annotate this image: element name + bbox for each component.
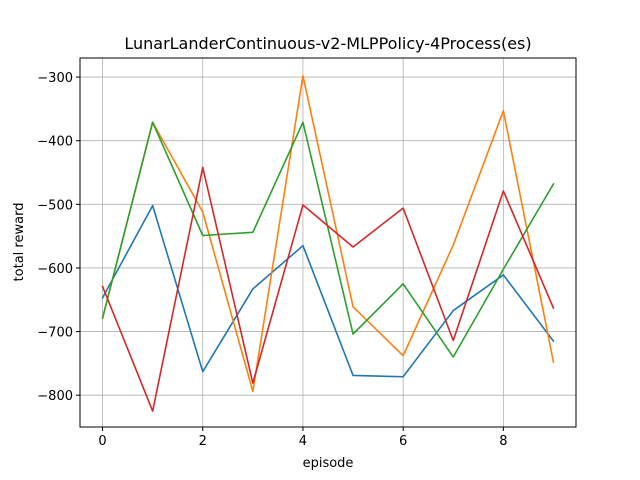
x-tick-label: 6: [399, 434, 407, 449]
grid-lines: [80, 58, 576, 427]
chart-title: LunarLanderContinuous-v2-MLPPolicy-4Proc…: [124, 34, 531, 53]
y-tick-label: −800: [37, 389, 73, 404]
y-axis-ticks: −800 −700 −600 −500 −400 −300: [37, 71, 80, 404]
series-line-4: [101, 166, 555, 412]
y-tick-label: −600: [37, 262, 73, 277]
plot-frame: [79, 57, 577, 428]
x-tick-label: 8: [499, 434, 507, 449]
x-tick-label: 0: [98, 434, 106, 449]
series-line-3: [101, 121, 555, 358]
y-tick-label: −500: [37, 198, 73, 213]
x-axis-label: episode: [303, 456, 354, 471]
y-tick-label: −300: [37, 71, 73, 86]
series-line-2: [101, 75, 555, 393]
y-tick-label: −400: [37, 135, 73, 150]
y-tick-label: −700: [37, 326, 73, 341]
x-tick-label: 2: [199, 434, 207, 449]
y-axis-label: total reward: [12, 203, 27, 282]
x-axis-ticks: 0 2 4 6 8: [98, 427, 507, 449]
x-tick-label: 4: [299, 434, 307, 449]
series-lines: [101, 75, 555, 412]
